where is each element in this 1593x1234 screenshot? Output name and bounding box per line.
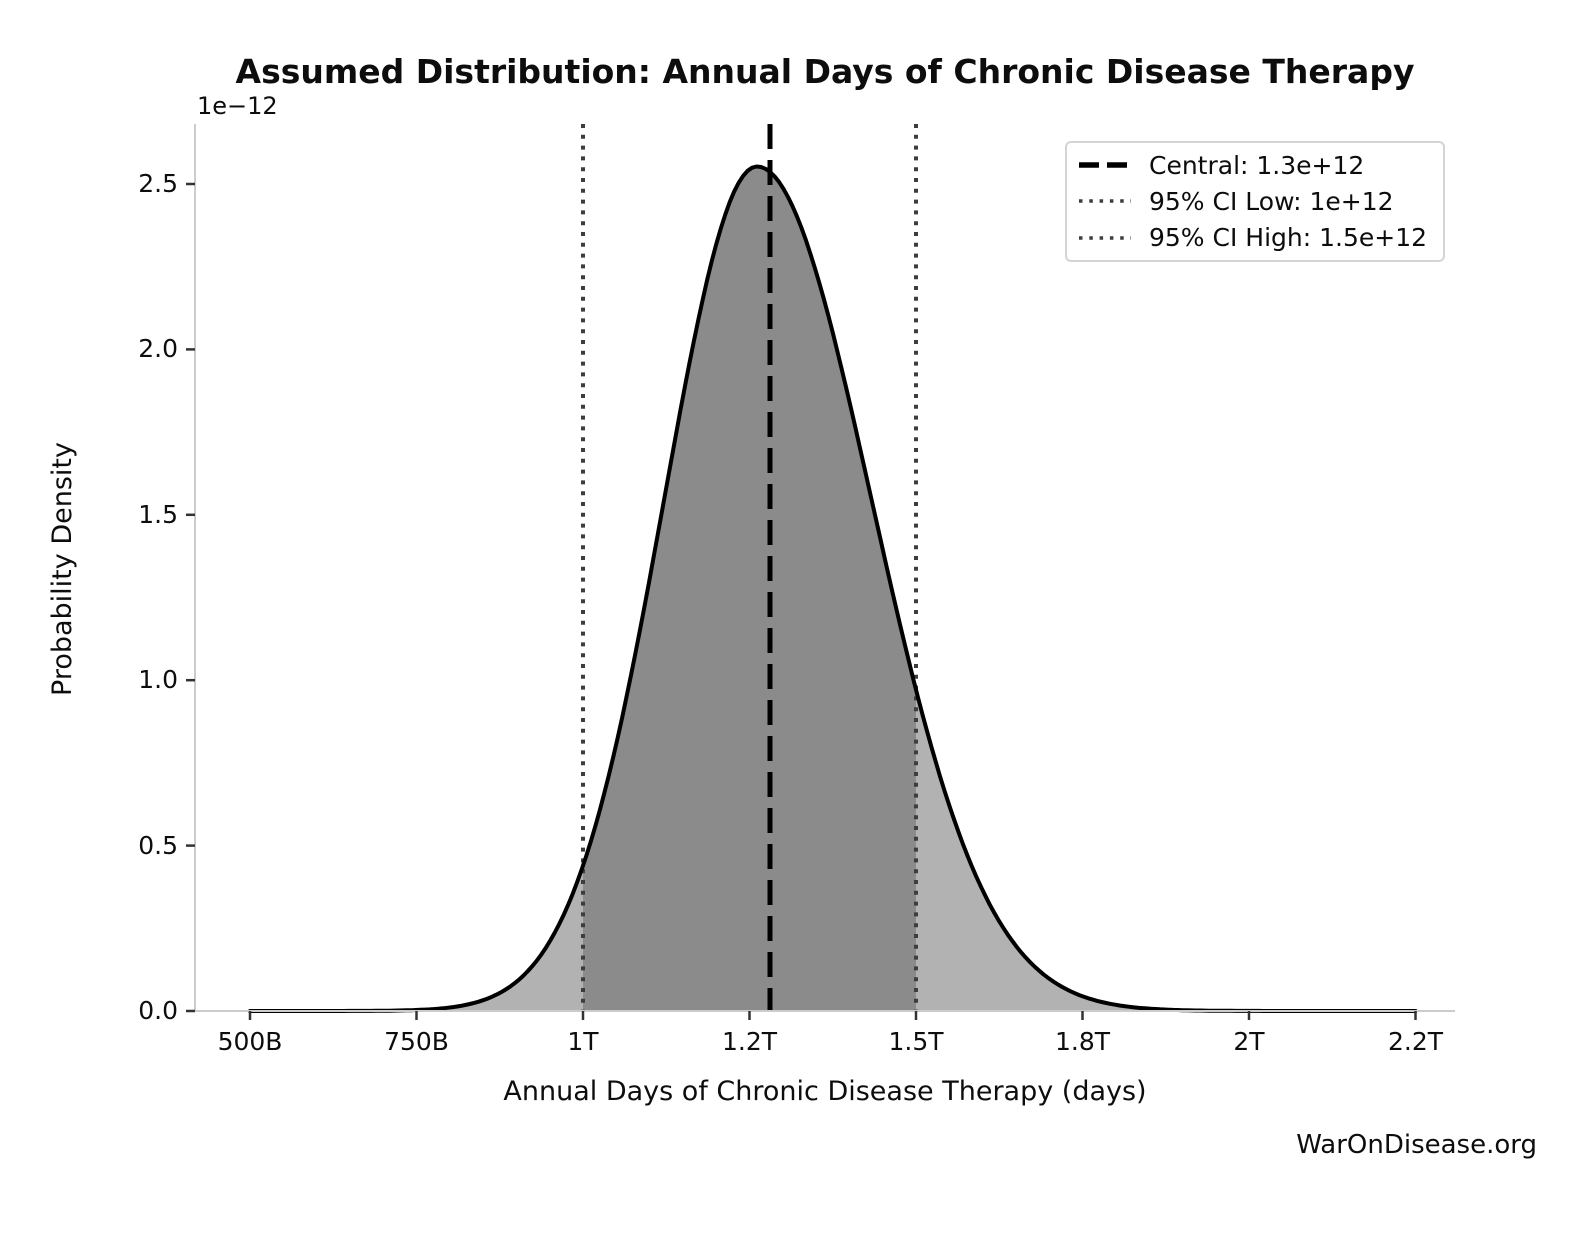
legend-item-label: 95% CI High: 1.5e+12 xyxy=(1149,223,1428,253)
x-tick-label: 1.5T xyxy=(888,1027,944,1056)
y-tick-label: 0.0 xyxy=(138,996,178,1025)
y-tick-label: 1.5 xyxy=(138,499,178,529)
x-tick-label: 1.2T xyxy=(721,1027,778,1056)
x-tick-label: 1T xyxy=(567,1027,599,1056)
x-tick-label: 1.8T xyxy=(1054,1027,1111,1056)
legend-item: Central: 1.3e+12 xyxy=(1077,149,1443,181)
y-tick-label: 1.0 xyxy=(138,665,178,695)
watermark-text: WarOnDisease.org xyxy=(1296,1130,1537,1160)
legend-line-sample xyxy=(1079,199,1131,204)
y-tick-label: 2.0 xyxy=(138,334,178,364)
legend-item: 95% CI Low: 1e+12 xyxy=(1077,185,1443,217)
legend: Central: 1.3e+12 95% CI Low: 1e+12 95% CI … xyxy=(1065,141,1445,262)
y-axis-offset-label: 1e−12 xyxy=(197,92,278,120)
x-tick-label: 2T xyxy=(1233,1027,1265,1056)
legend-line-sample xyxy=(1079,236,1131,240)
legend-item-label: Central: 1.3e+12 xyxy=(1149,150,1365,180)
x-axis-title: Annual Days of Chronic Disease Therapy (… xyxy=(503,1076,1147,1107)
x-tick-label: 500B xyxy=(217,1027,283,1056)
legend-item-label: 95% CI Low: 1e+12 xyxy=(1149,186,1394,216)
x-tick-label: 750B xyxy=(384,1027,449,1056)
legend-item: 95% CI High: 1.5e+12 xyxy=(1077,222,1443,254)
y-tick-label: 2.5 xyxy=(138,169,178,198)
density-fill-ci xyxy=(583,166,916,1011)
x-tick-label: 2.2T xyxy=(1387,1027,1444,1056)
chart-title: Assumed Distribution: Annual Days of Chr… xyxy=(235,52,1415,91)
y-tick-label: 0.5 xyxy=(138,830,178,860)
legend-line-sample xyxy=(1079,162,1131,168)
